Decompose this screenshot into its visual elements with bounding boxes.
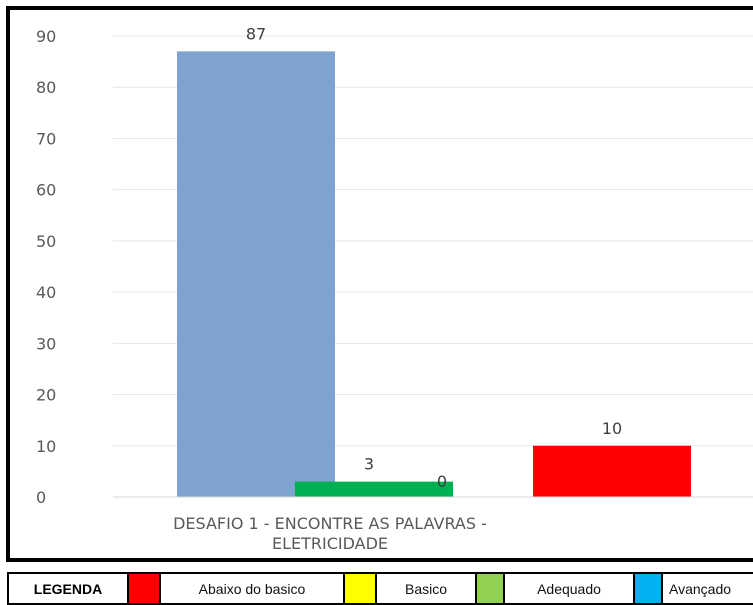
y-tick-label: 0 [36,488,46,507]
y-tick-label: 50 [36,232,56,251]
bar [177,51,335,497]
data-labels: 87 3 0 10 [246,24,622,491]
legend-label-basico: Basico [404,580,448,597]
legend-label-avancado: Avançado [669,580,732,597]
y-tick-label: 10 [36,437,56,456]
legend-label-adequado: Adequado [537,580,601,597]
legend-label-abaixo: Abaixo do basico [198,580,306,597]
y-tick-label: 30 [36,334,56,353]
y-tick-label: 70 [36,129,56,148]
data-label: 87 [246,24,266,43]
y-tick-label: 80 [36,78,56,97]
legend-swatch-abaixo [127,574,161,603]
data-label: 10 [602,419,622,438]
y-tick-label: 20 [36,386,56,405]
y-axis-ticks: 0 10 20 30 40 50 60 70 80 90 [36,27,56,507]
legend: LEGENDA Abaixo do basico Basico Adequado… [7,572,753,605]
legend-title: LEGENDA [33,580,103,597]
bar [533,445,691,497]
y-tick-label: 40 [36,283,56,302]
data-label: 0 [437,472,447,491]
y-tick-label: 90 [36,27,56,46]
data-label: 3 [364,455,374,474]
x-axis-label-line-2: ELETRICIDADE [272,534,388,553]
legend-swatch-avancado [633,574,663,603]
bars [177,51,691,497]
x-axis-label-line-1: DESAFIO 1 - ENCONTRE AS PALAVRAS - [173,514,487,533]
y-tick-label: 60 [36,181,56,200]
legend-swatch-basico [343,574,377,603]
bar [295,481,453,497]
legend-swatch-adequado [475,574,505,603]
